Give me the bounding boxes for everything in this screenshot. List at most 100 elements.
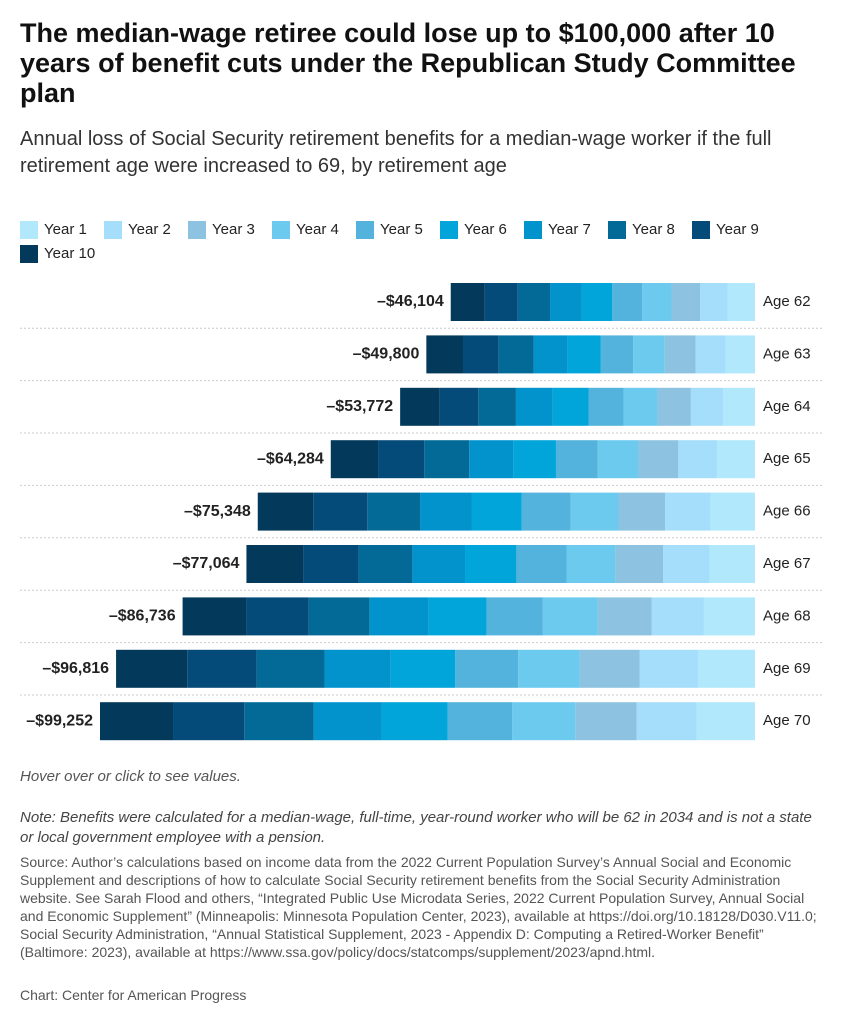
bar-segment	[664, 335, 696, 374]
bar-segment	[498, 335, 534, 374]
legend-swatch	[524, 221, 542, 239]
legend-swatch	[272, 221, 290, 239]
legend-label: Year 10	[44, 245, 95, 262]
bar-segment	[358, 545, 413, 583]
legend-label: Year 7	[548, 221, 591, 238]
bar-segment	[703, 597, 755, 636]
bar-segment	[633, 335, 665, 374]
bar-segment	[187, 649, 257, 688]
bar-segment	[424, 440, 470, 479]
chart-title: The median-wage retiree could lose up to…	[20, 18, 796, 108]
total-label: –$77,064	[173, 555, 240, 572]
bar-segment	[381, 702, 448, 741]
bar-segment	[581, 283, 613, 321]
bar-segment	[600, 335, 634, 374]
legend-label: Year 2	[128, 221, 171, 238]
bar-segment	[484, 283, 518, 321]
bar-segment	[597, 440, 639, 479]
legend-swatch	[20, 221, 38, 239]
legend-swatch	[104, 221, 122, 239]
category-label: Age 67	[763, 555, 811, 572]
total-label: –$53,772	[326, 398, 393, 415]
bar-segment	[636, 702, 697, 741]
bar-segment	[723, 387, 755, 426]
bar-segment	[512, 702, 576, 741]
bar-segment	[439, 387, 479, 426]
total-label: –$49,800	[353, 346, 420, 363]
bar-segment	[518, 649, 580, 688]
legend-swatch	[692, 221, 710, 239]
hover-note: Hover over or click to see values.	[20, 768, 241, 785]
bar-segment	[639, 649, 698, 688]
bar-segment	[725, 335, 755, 374]
bar-segment	[567, 335, 601, 374]
bar-segment	[369, 597, 429, 636]
bar-segment	[462, 335, 499, 374]
bar-segment	[727, 283, 755, 321]
bar-segment	[515, 387, 553, 426]
bar-segment	[516, 545, 567, 583]
bar-segment	[588, 387, 624, 426]
source: Source: Author’s calculations based on i…	[20, 854, 817, 960]
category-label: Age 64	[763, 398, 811, 415]
bar-segment	[663, 545, 710, 583]
category-label: Age 65	[763, 450, 811, 467]
bar-segment	[378, 440, 425, 479]
bar-segment	[533, 335, 568, 374]
bar-segment	[400, 387, 440, 426]
bar-segment	[597, 597, 652, 636]
bar-segment	[412, 545, 466, 583]
bar-segment	[612, 283, 643, 321]
bar-segment	[313, 702, 382, 741]
legend-swatch	[608, 221, 626, 239]
total-label: –$46,104	[377, 293, 444, 310]
legend-label: Year 3	[212, 221, 255, 238]
bar-segment	[246, 597, 309, 636]
bar-segment	[450, 283, 485, 321]
bar-segment	[709, 545, 755, 583]
bar-segment	[575, 702, 637, 741]
bar-segment	[690, 387, 724, 426]
bar-segment	[642, 283, 672, 321]
bar-segment	[665, 492, 711, 531]
category-label: Age 68	[763, 607, 811, 624]
bar-segment	[486, 597, 543, 636]
bar-segment	[566, 545, 616, 583]
bar-segment	[420, 492, 472, 531]
bar-segment	[330, 440, 379, 479]
bar-segment	[428, 597, 487, 636]
bar-segment	[651, 597, 704, 636]
bar-segment	[521, 492, 571, 531]
category-label: Age 69	[763, 660, 811, 677]
bar-segment	[615, 545, 664, 583]
bar-segment	[697, 649, 755, 688]
legend-label: Year 6	[464, 221, 507, 238]
bar-segment	[579, 649, 640, 688]
legend-swatch	[356, 221, 374, 239]
bar-segment	[244, 702, 314, 741]
bar-segment	[478, 387, 516, 426]
bar-segment	[671, 283, 701, 321]
legend-label: Year 1	[44, 221, 87, 238]
legend-swatch	[20, 245, 38, 263]
total-label: –$86,736	[109, 608, 176, 625]
bar-segment	[426, 335, 463, 374]
bar-segment	[246, 545, 304, 583]
legend-label: Year 5	[380, 221, 423, 238]
bar-segment	[542, 597, 598, 636]
bar-segment	[657, 387, 691, 426]
bar-segment	[678, 440, 718, 479]
category-label: Age 70	[763, 712, 811, 729]
category-label: Age 63	[763, 345, 811, 362]
bar-segment	[303, 545, 359, 583]
legend-swatch	[440, 221, 458, 239]
bar-segment	[455, 649, 519, 688]
bar-segment	[471, 492, 522, 531]
chart-subtitle: Annual loss of Social Security retiremen…	[20, 128, 772, 177]
bar-segment	[469, 440, 514, 479]
bar-segment	[695, 335, 726, 374]
total-label: –$99,252	[26, 712, 93, 729]
legend-label: Year 9	[716, 221, 759, 238]
bar-segment	[256, 649, 325, 688]
note: Note: Benefits were calculated for a med…	[20, 809, 812, 846]
